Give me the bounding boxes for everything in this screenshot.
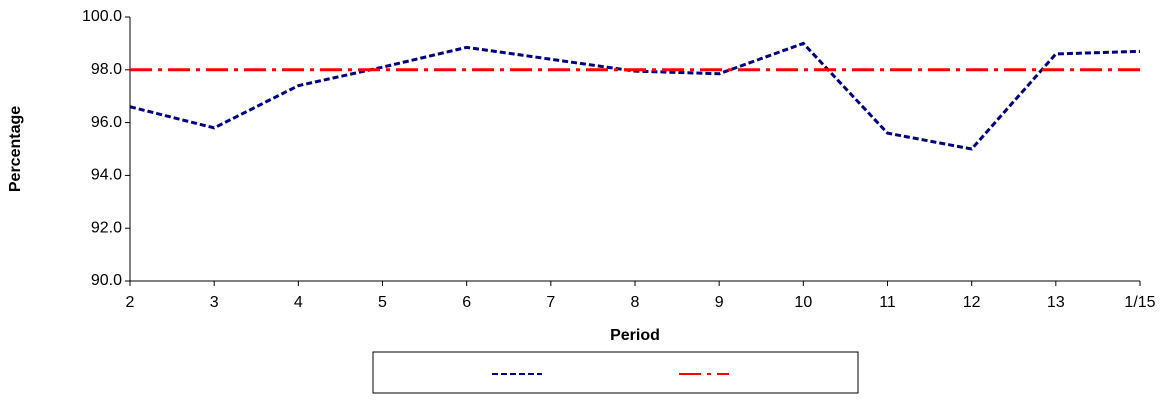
y-tick-label: 100.0: [82, 8, 122, 25]
legend-box: [372, 351, 859, 394]
y-tick-label: 92.0: [91, 219, 122, 236]
x-tick-label: 12: [963, 294, 981, 311]
x-tick-label: 9: [715, 294, 724, 311]
x-tick-label: 7: [546, 294, 555, 311]
x-tick-label: 3: [210, 294, 219, 311]
x-tick-label: 11: [879, 294, 896, 311]
x-tick-label: 10: [794, 294, 812, 311]
series-line: [129, 41, 1141, 151]
y-tick-label: 96.0: [91, 114, 122, 131]
x-tick-label: 13: [1047, 294, 1065, 311]
y-axis-title: Percentage: [7, 106, 24, 192]
x-tick-label: 1/15: [1124, 294, 1155, 311]
y-tick-label: 98.0: [91, 61, 122, 78]
x-tick-label: 6: [462, 294, 471, 311]
x-tick-label: 8: [631, 294, 640, 311]
x-axis-title: Period: [610, 327, 660, 344]
x-tick-label: 5: [378, 294, 387, 311]
x-tick-label: 4: [294, 294, 303, 311]
y-tick-label: 90.0: [91, 272, 122, 289]
x-tick-label: 2: [126, 294, 135, 311]
y-tick-label: 94.0: [91, 167, 122, 184]
